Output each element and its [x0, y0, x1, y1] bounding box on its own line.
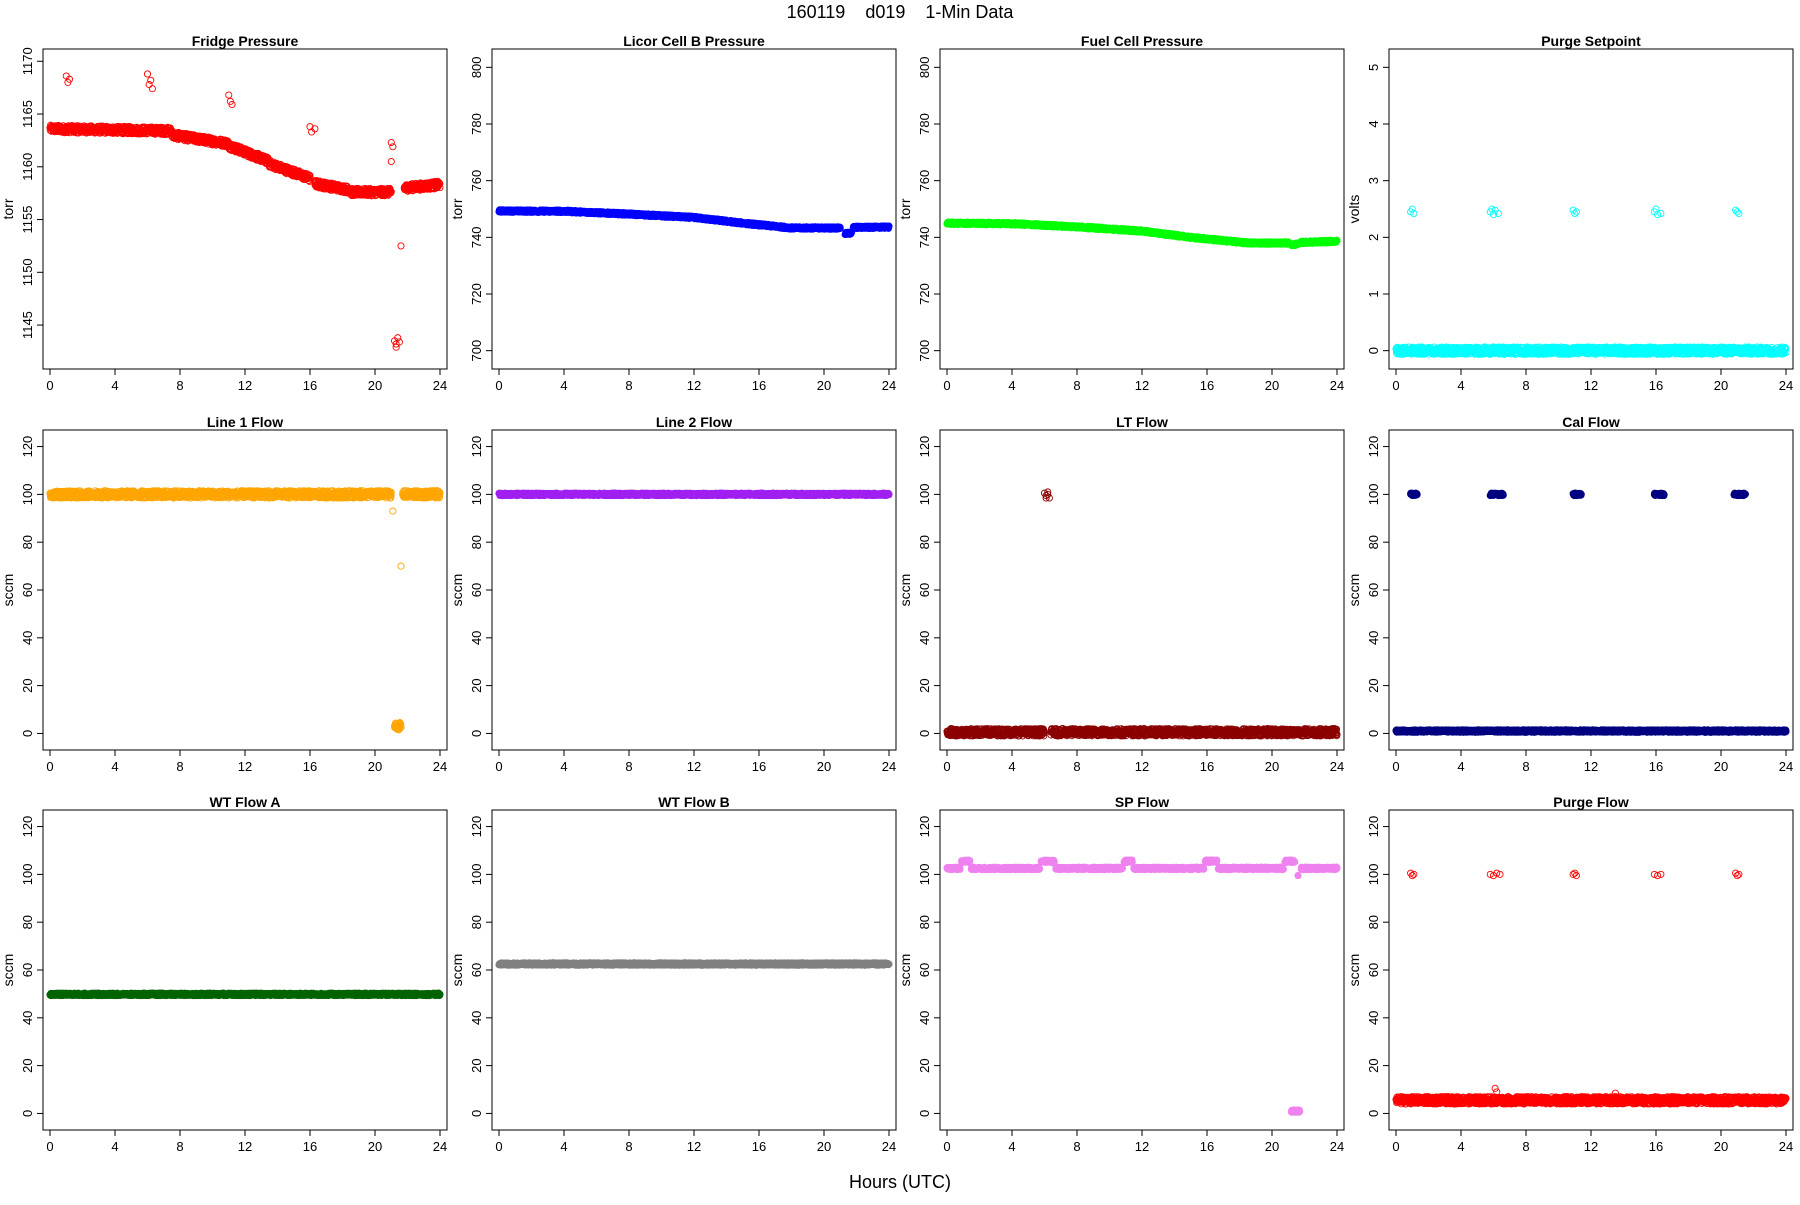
y-axis-label: torr — [897, 198, 913, 219]
x-tick-label: 12 — [1135, 378, 1149, 393]
data-point — [226, 92, 232, 98]
plot-frame — [43, 49, 447, 369]
y-tick-label: 780 — [917, 113, 932, 135]
panel-title: Fuel Cell Pressure — [1081, 33, 1203, 49]
y-tick-label: 800 — [917, 56, 932, 78]
x-tick-label: 4 — [560, 378, 567, 393]
data-point — [388, 139, 394, 145]
x-tick-label: 8 — [625, 378, 632, 393]
data-point — [144, 71, 150, 77]
x-tick-label: 20 — [1265, 378, 1279, 393]
x-tick-label: 20 — [817, 378, 831, 393]
data-point — [886, 223, 892, 229]
x-tick-label: 20 — [368, 378, 382, 393]
panel-fridge-pressure: Fridge Pressure torr 0 4 8 12 16 20 24 1145 1150 11… — [0, 33, 447, 393]
x-tick-label: 24 — [1330, 378, 1344, 393]
y-tick-label: 1155 — [20, 206, 35, 234]
y-tick-label: 1145 — [20, 311, 35, 339]
y-tick-label: 760 — [917, 170, 932, 192]
x-tick-label: 16 — [1200, 378, 1214, 393]
x-tick-label: 0 — [943, 378, 950, 393]
x-tick-label: 16 — [303, 378, 317, 393]
y-tick-label: 720 — [917, 283, 932, 305]
y-tick-label: 740 — [917, 226, 932, 248]
x-tick-label: 24 — [882, 378, 896, 393]
y-tick-label: 700 — [469, 340, 484, 362]
x-tick-label: 4 — [1008, 378, 1015, 393]
y-axis-label: torr — [0, 198, 16, 219]
data-point — [146, 81, 152, 87]
panel-licor-cell-b-pressure: Licor Cell B Pressure torr 0 4 8 12 16 20 24 700 7… — [449, 33, 896, 393]
x-tick-label: 8 — [1073, 378, 1080, 393]
x-tick-label: 0 — [495, 378, 502, 393]
data-point — [148, 77, 154, 83]
y-tick-label: 780 — [469, 113, 484, 135]
data-point — [837, 225, 843, 231]
x-tick-label: 12 — [687, 378, 701, 393]
panel-title: Fridge Pressure — [192, 33, 299, 49]
panel-title: Licor Cell B Pressure — [623, 33, 765, 49]
data-point — [388, 158, 394, 164]
y-tick-label: 700 — [917, 340, 932, 362]
y-tick-label: 720 — [469, 283, 484, 305]
x-tick-label: 24 — [433, 378, 447, 393]
y-tick-label: 1150 — [20, 258, 35, 286]
y-axis-label: torr — [449, 198, 465, 219]
y-tick-label: 1170 — [20, 47, 35, 75]
x-tick-label: 0 — [46, 378, 53, 393]
y-tick-label: 760 — [469, 170, 484, 192]
x-tick-label: 4 — [111, 378, 118, 393]
data-point — [149, 86, 155, 92]
y-tick-label: 1160 — [20, 153, 35, 181]
panel-fuel-cell-pressure: Fuel Cell Pressure torr 0 4 8 12 16 20 24 700 720 7… — [897, 33, 1344, 393]
data-point — [390, 144, 396, 150]
x-tick-label: 12 — [238, 378, 252, 393]
plot-frame — [940, 49, 1344, 369]
data-point — [398, 243, 404, 249]
y-tick-label: 1165 — [20, 100, 35, 128]
y-tick-label: 740 — [469, 226, 484, 248]
x-tick-label: 8 — [176, 378, 183, 393]
y-tick-label: 800 — [469, 56, 484, 78]
x-tick-label: 16 — [752, 378, 766, 393]
